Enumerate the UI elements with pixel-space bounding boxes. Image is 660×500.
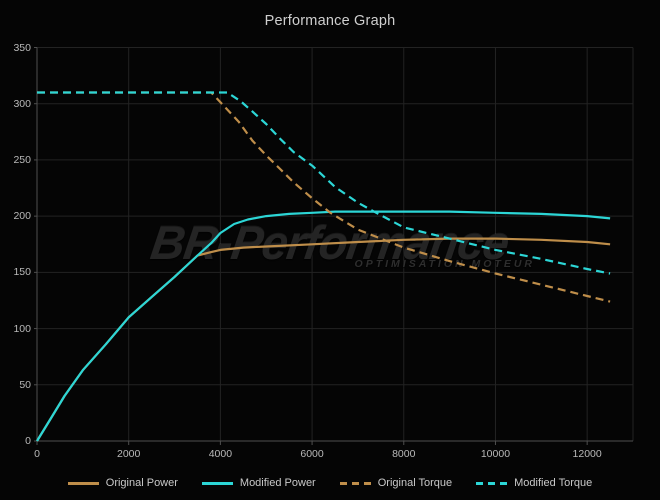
y-axis-label: 150 xyxy=(13,266,31,279)
series-original-torque-line xyxy=(37,91,611,303)
legend-label: Original Torque xyxy=(377,477,453,489)
series-modified-power-line xyxy=(36,210,611,442)
x-axis-label: 12000 xyxy=(572,448,602,460)
x-axis-label: 0 xyxy=(34,448,40,460)
legend-item-original-power: Original Power xyxy=(67,477,178,489)
x-axis-label: 6000 xyxy=(300,448,324,460)
legend-swatch-dashed xyxy=(339,481,371,485)
y-axis-label: 350 xyxy=(13,41,31,54)
y-axis-label: 0 xyxy=(25,435,31,447)
legend-item-modified-torque: Modified Torque xyxy=(476,477,592,489)
y-axis-label: 250 xyxy=(13,153,31,166)
y-axis-label: 100 xyxy=(13,322,31,335)
x-axis-label: 10000 xyxy=(480,448,511,460)
x-axis-label: 4000 xyxy=(208,448,233,460)
legend-label: Modified Torque xyxy=(514,477,593,489)
legend-swatch-solid xyxy=(67,481,99,485)
legend-item-modified-power: Modified Power xyxy=(201,477,316,489)
legend-swatch-dashed xyxy=(476,481,508,485)
legend-label: Modified Power xyxy=(239,477,316,489)
series-original-power-line xyxy=(36,237,611,442)
y-axis-label: 50 xyxy=(19,378,31,391)
legend: Original Power Modified Power Original Tor… xyxy=(0,474,660,492)
x-axis-label: 2000 xyxy=(117,448,141,460)
legend-item-original-torque: Original Torque xyxy=(339,477,453,489)
legend-swatch-solid xyxy=(201,481,233,485)
chart-title: Performance Graph xyxy=(264,13,396,29)
x-axis-label: 8000 xyxy=(392,448,416,460)
y-axis-label: 300 xyxy=(13,97,31,110)
y-axis-label: 200 xyxy=(13,210,31,223)
legend-label: Original Power xyxy=(105,477,178,489)
series-modified-torque-line xyxy=(37,91,611,275)
